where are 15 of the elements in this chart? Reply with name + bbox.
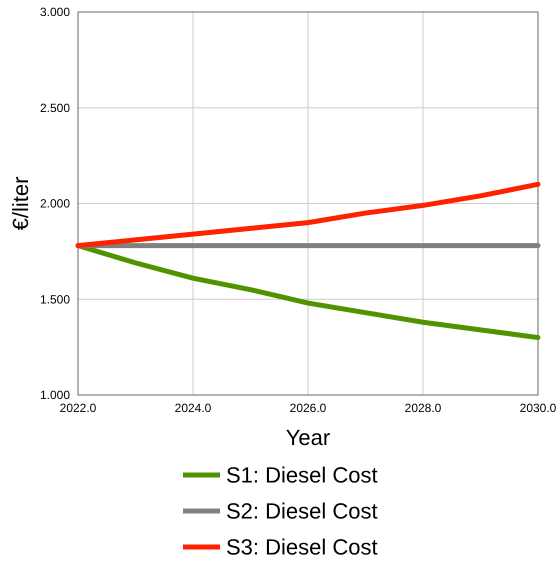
x-tick-label: 2022.0 bbox=[60, 401, 97, 415]
y-axis-title: €/liter bbox=[8, 176, 33, 230]
y-tick-label: 1.000 bbox=[40, 388, 70, 402]
x-tick-label: 2026.0 bbox=[290, 401, 327, 415]
x-tick-label: 2028.0 bbox=[404, 401, 442, 415]
y-tick-label: 3.000 bbox=[40, 5, 70, 20]
x-axis-title: Year bbox=[286, 425, 330, 450]
legend-label: S2: Diesel Cost bbox=[226, 498, 378, 524]
x-tick-label: 2030.0 bbox=[520, 401, 557, 415]
x-tick-label: 2024.0 bbox=[174, 401, 212, 415]
y-tick-label: 1.500 bbox=[40, 292, 70, 306]
y-tick-label: 2.000 bbox=[40, 196, 70, 211]
legend-label: S1: Diesel Cost bbox=[226, 462, 378, 488]
y-tick-label: 2.500 bbox=[40, 100, 70, 115]
legend-label: S3: Diesel Cost bbox=[226, 534, 378, 560]
